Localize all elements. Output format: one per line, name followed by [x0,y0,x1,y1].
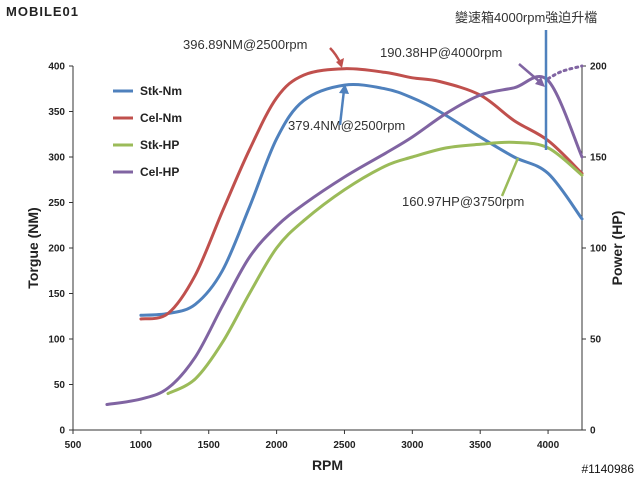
annotation-arrow [338,89,346,126]
legend-label: Cel-Nm [140,111,182,125]
y-left-tick-label: 150 [48,289,65,300]
y-right-tick-label: 200 [590,62,607,73]
y-left-tick-label: 100 [48,335,65,346]
annotation-label: 變速箱4000rpm強迫升檔 [455,10,597,25]
x-tick-label: 2000 [265,440,288,451]
annotation-label: 396.89NM@2500rpm [183,37,307,52]
y-axis-right-title: Power (HP) [609,211,625,286]
y-axis-left-title: Torgue (NM) [25,207,41,288]
y-left-tick-label: 300 [48,153,65,164]
x-tick-label: 3500 [469,440,492,451]
legend-label: Stk-Nm [140,84,182,98]
legend-label: Cel-HP [140,165,179,179]
image-id-label: #1140986 [581,462,635,476]
y-left-tick-label: 50 [54,380,66,391]
x-tick-label: 3000 [401,440,424,451]
y-left-tick-label: 200 [48,244,65,255]
y-right-tick-label: 50 [590,335,602,346]
annotation-label: 160.97HP@3750rpm [402,194,524,209]
y-left-tick-label: 350 [48,107,65,118]
annotation-label: 190.38HP@4000rpm [380,45,502,60]
annotation-arrowhead [339,84,349,94]
series-line-cel-nm [139,67,584,321]
annotation-arrow [518,63,541,83]
annotation-arrowhead [535,77,545,87]
y-right-tick-label: 100 [590,244,607,255]
x-tick-label: 4000 [537,440,560,451]
x-tick-label: 500 [65,440,82,451]
y-left-tick-label: 400 [48,62,65,73]
annotation-arrowhead [336,58,344,68]
y-left-tick-label: 250 [48,198,65,209]
x-tick-label: 1500 [198,440,221,451]
y-left-tick-label: 0 [59,426,65,437]
series-line-cel-hp [105,75,584,406]
annotation-label: 379.4NM@2500rpm [288,118,405,133]
mobile01-logo: MOBILE01 [6,4,80,19]
annotation-arrow [500,157,520,197]
series-line-cel-hp-extension [546,64,584,81]
x-tick-label: 2500 [333,440,356,451]
series-line-stk-hp [166,140,584,396]
x-tick-label: 1000 [130,440,153,451]
y-right-tick-label: 150 [590,153,607,164]
x-axis-title: RPM [312,457,343,473]
legend-label: Stk-HP [140,138,179,152]
y-right-tick-label: 0 [590,426,596,437]
